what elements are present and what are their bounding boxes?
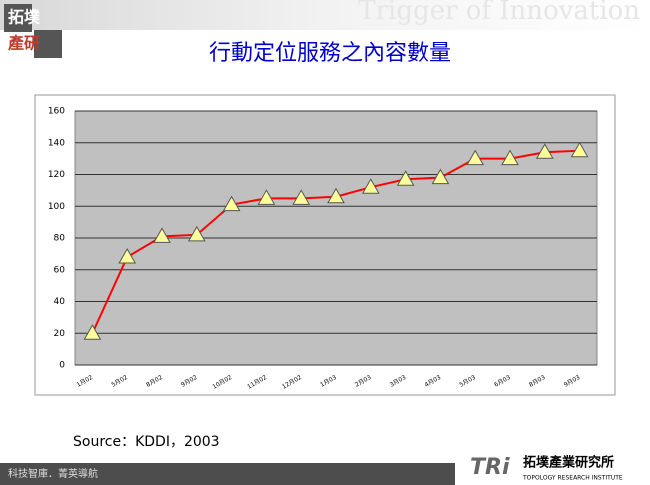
y-tick-label: 40 — [54, 297, 66, 307]
brand: TRi — [470, 455, 510, 480]
point-marker — [535, 143, 554, 159]
logo-box — [4, 4, 32, 32]
point-marker — [501, 149, 519, 166]
source: Source：KDDI，2003 — [73, 434, 220, 450]
point-marker — [570, 141, 589, 158]
y-tick-label: 160 — [48, 107, 65, 117]
point-marker — [396, 170, 415, 186]
y-tick-label: 100 — [48, 202, 65, 212]
point-marker — [466, 149, 485, 166]
y-tick-label: 80 — [54, 234, 66, 244]
point-marker — [187, 225, 206, 242]
y-tick-label: 0 — [59, 361, 65, 371]
header-band — [0, 0, 650, 30]
logo-box — [34, 30, 62, 58]
point-marker — [153, 227, 171, 243]
footer-logo-bg — [455, 452, 650, 485]
org-english: TOPOLOGY RESEARCH INSTITUTE — [522, 475, 623, 482]
y-tick-label: 140 — [48, 138, 65, 148]
logo-text: 拓墣 — [8, 8, 40, 27]
point-marker — [431, 168, 450, 185]
point-marker — [118, 248, 137, 264]
chart-title: 行動定位服務之內容數量 — [209, 41, 451, 66]
y-tick-label: 120 — [48, 170, 65, 180]
logo-text: 產研 — [8, 34, 40, 53]
point-marker — [327, 187, 345, 204]
point-marker — [292, 189, 311, 205]
org-name: 拓墣產業研究所 — [523, 455, 614, 471]
point-marker — [222, 195, 241, 212]
point-marker — [361, 178, 380, 194]
point-marker — [83, 324, 102, 340]
footer-slogan: 科技智庫．菁英導航 — [8, 467, 98, 480]
watermark: Trigger of Innovation — [358, 0, 640, 26]
point-marker — [257, 189, 276, 205]
y-tick-label: 60 — [54, 265, 66, 275]
y-tick-label: 20 — [54, 329, 66, 339]
